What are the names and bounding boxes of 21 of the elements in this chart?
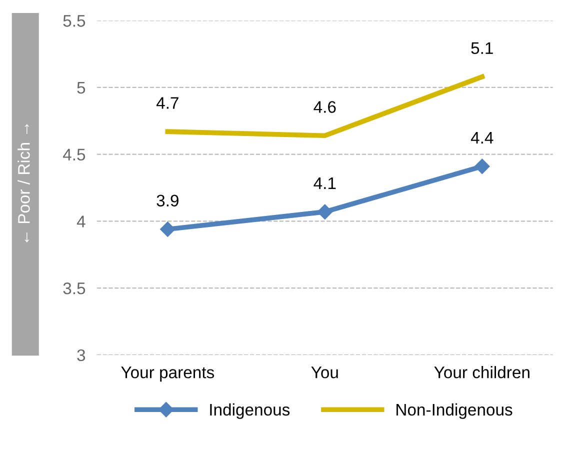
data-label: 5.1 xyxy=(471,42,493,54)
y-tick-label: 4.5 xyxy=(63,148,86,161)
y-tick-label: 5.5 xyxy=(63,15,86,27)
legend-label: Non-Indigenous xyxy=(396,403,512,419)
data-label: 4.1 xyxy=(314,177,336,189)
data-label: 3.9 xyxy=(156,194,178,206)
point xyxy=(160,222,176,237)
data-label: 4.7 xyxy=(156,97,178,109)
point xyxy=(317,204,332,220)
y-axis-title: ← Poor / Rich → xyxy=(18,124,30,242)
y-tick-label: 3 xyxy=(77,349,86,362)
x-tick-label: You xyxy=(311,366,338,378)
data-label: 4.4 xyxy=(470,132,494,144)
y-tick-label: 5 xyxy=(77,82,86,94)
data-label: 4.6 xyxy=(314,101,336,113)
y-tick-label: 4 xyxy=(76,216,86,228)
point xyxy=(474,158,490,174)
legend-label: Indigenous xyxy=(210,403,290,419)
x-tick-label: Your parents xyxy=(121,366,214,382)
x-tick-label: Your children xyxy=(434,366,530,378)
y-tick-label: 3.5 xyxy=(63,282,86,294)
